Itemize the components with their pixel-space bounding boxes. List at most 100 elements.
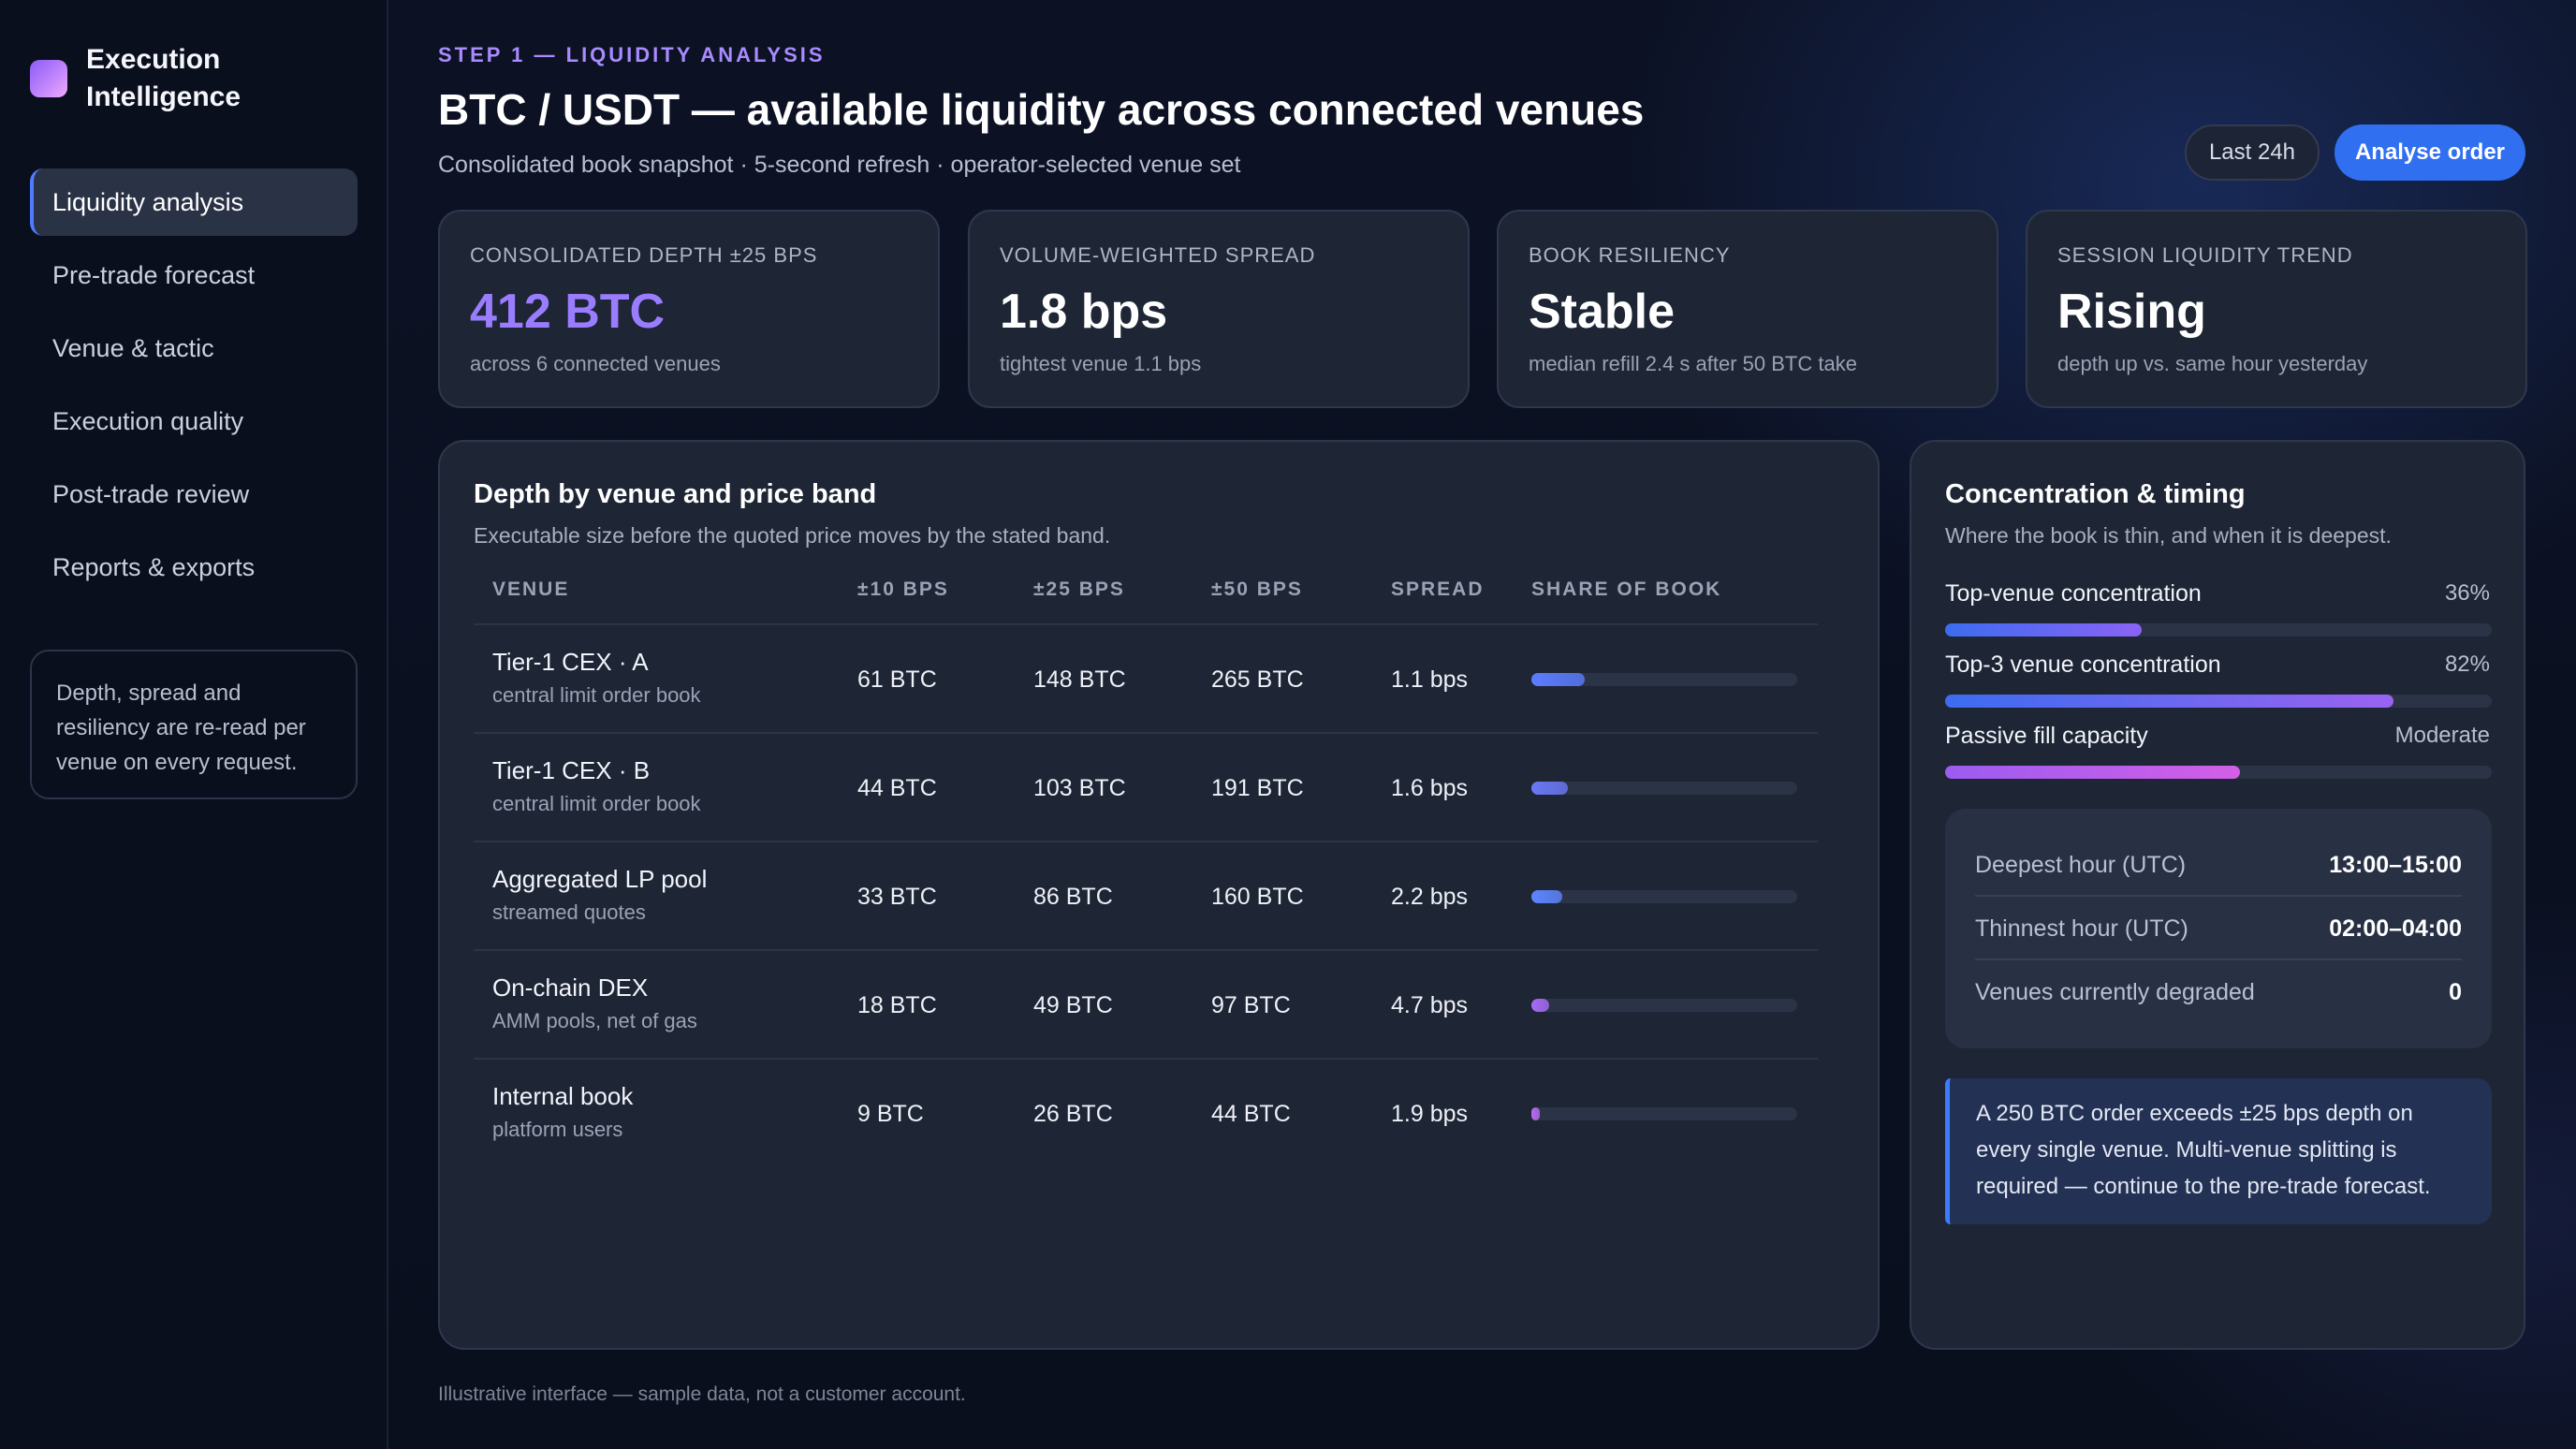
panel-title: Concentration & timing [1945,479,2246,509]
sidebar-item-venue-tactic[interactable]: Venue & tactic [52,334,214,362]
timing-row-degraded: Venues currently degraded 0 [1975,960,2462,1024]
column-header-venue: VENUE [492,578,570,600]
split-recommendation-callout: A 250 BTC order exceeds ±25 bps depth on… [1945,1078,2492,1224]
depth-50bps: 44 BTC [1211,1101,1291,1127]
sidebar-item-execution-quality[interactable]: Execution quality [52,407,244,435]
venue-description: streamed quotes [492,900,646,924]
timing-label: Deepest hour (UTC) [1975,852,2187,878]
panel-title: Depth by venue and price band [474,479,877,509]
depth-25bps: 148 BTC [1033,666,1126,693]
kpi-value: 412 BTC [470,285,666,339]
spread: 2.2 bps [1391,884,1469,910]
kpi-card-trend: SESSION LIQUIDITY TREND Rising depth up … [2026,210,2527,408]
kpi-card-depth: CONSOLIDATED DEPTH ±25 BPS 412 BTC acros… [438,210,940,408]
brand-logo-icon [30,60,67,97]
top3-concentration-fill [1945,695,2393,708]
sidebar-item-liquidity-analysis[interactable]: Liquidity analysis [30,168,358,236]
timing-summary: Deepest hour (UTC) 13:00–15:00 Thinnest … [1945,809,2492,1048]
kpi-label: BOOK RESILIENCY [1529,243,1731,267]
passive-fill-capacity-bar [1945,766,2492,779]
table-row[interactable]: On-chain DEX AMM pools, net of gas 18 BT… [474,951,1818,1060]
sidebar-nav: Liquidity analysis Pre-trade forecast Ve… [30,168,358,607]
depth-25bps: 49 BTC [1033,992,1113,1018]
depth-50bps: 265 BTC [1211,666,1304,693]
timing-value: 0 [2449,979,2462,1005]
passive-fill-capacity-value: Moderate [2394,723,2490,748]
top-venue-concentration-bar [1945,623,2492,637]
depth-table: VENUE ±10 BPS ±25 BPS ±50 BPS SPREAD SHA… [474,565,1818,1168]
depth-10bps: 44 BTC [857,775,937,801]
column-header-spread: SPREAD [1391,578,1485,600]
table-row[interactable]: Tier-1 CEX · A central limit order book … [474,625,1818,734]
panel-subtitle: Executable size before the quoted price … [474,523,1111,548]
venue-name: Aggregated LP pool [492,865,708,893]
spread: 1.9 bps [1391,1101,1469,1127]
page-title: BTC / USDT — available liquidity across … [438,85,1645,134]
timing-value: 13:00–15:00 [2329,852,2462,878]
kpi-sub: across 6 connected venues [470,352,721,375]
depth-by-venue-panel: Depth by venue and price band Executable… [438,440,1880,1350]
kpi-card-spread: VOLUME-WEIGHTED SPREAD 1.8 bps tightest … [968,210,1470,408]
timing-row-thinnest: Thinnest hour (UTC) 02:00–04:00 [1975,897,2462,960]
analyse-order-button[interactable]: Analyse order [2334,124,2525,181]
panel-subtitle: Where the book is thin, and when it is d… [1945,523,2392,548]
passive-fill-capacity-fill [1945,766,2241,779]
share-of-book-bar [1531,1107,1797,1120]
venue-description: AMM pools, net of gas [492,1009,697,1032]
venue-name: Tier-1 CEX · A [492,648,649,676]
brand: Execution Intelligence [30,41,264,116]
kpi-sub: tightest venue 1.1 bps [1000,352,1202,375]
venue-name: Internal book [492,1082,634,1110]
kpi-label: CONSOLIDATED DEPTH ±25 BPS [470,243,818,267]
timing-row-deepest: Deepest hour (UTC) 13:00–15:00 [1975,833,2462,897]
kpi-sub: median refill 2.4 s after 50 BTC take [1529,352,1857,375]
column-header-25bps: ±25 BPS [1033,578,1125,600]
passive-fill-capacity-label: Passive fill capacity [1945,723,2148,749]
venue-name: Tier-1 CEX · B [492,756,651,784]
kpi-card-resiliency: BOOK RESILIENCY Stable median refill 2.4… [1497,210,1998,408]
depth-25bps: 86 BTC [1033,884,1113,910]
time-range-button[interactable]: Last 24h [2185,124,2320,181]
depth-50bps: 191 BTC [1211,775,1304,801]
depth-10bps: 61 BTC [857,666,937,693]
table-row[interactable]: Internal book platform users 9 BTC 26 BT… [474,1060,1818,1168]
sidebar-item-post-trade-review[interactable]: Post-trade review [52,480,250,508]
kpi-value: Stable [1529,285,1676,339]
concentration-timing-panel: Concentration & timing Where the book is… [1910,440,2525,1350]
sidebar-item-pre-trade-forecast[interactable]: Pre-trade forecast [52,261,256,289]
share-of-book-fill [1531,782,1569,795]
kpi-label: VOLUME-WEIGHTED SPREAD [1000,243,1316,267]
depth-10bps: 33 BTC [857,884,937,910]
depth-25bps: 26 BTC [1033,1101,1113,1127]
column-header-50bps: ±50 BPS [1211,578,1303,600]
depth-50bps: 160 BTC [1211,884,1304,910]
footer-disclaimer: Illustrative interface — sample data, no… [438,1383,966,1405]
share-of-book-fill [1531,1107,1541,1120]
depth-10bps: 9 BTC [857,1101,924,1127]
table-row[interactable]: Tier-1 CEX · B central limit order book … [474,734,1818,842]
share-of-book-fill [1531,999,1549,1012]
table-row[interactable]: Aggregated LP pool streamed quotes 33 BT… [474,842,1818,951]
top3-concentration-bar [1945,695,2492,708]
column-header-share: SHARE OF BOOK [1531,578,1722,600]
sidebar-item-reports-exports[interactable]: Reports & exports [52,553,256,581]
spread: 4.7 bps [1391,992,1469,1018]
kpi-value: 1.8 bps [1000,285,1168,339]
share-of-book-fill [1531,673,1585,686]
page-subtitle: Consolidated book snapshot · 5-second re… [438,152,1241,178]
top-venue-concentration-label: Top-venue concentration [1945,580,2202,607]
depth-25bps: 103 BTC [1033,775,1126,801]
share-of-book-bar [1531,890,1797,903]
kpi-sub: depth up vs. same hour yesterday [2057,352,2368,375]
share-of-book-bar [1531,782,1797,795]
top-venue-concentration-value: 36% [2444,580,2490,606]
share-of-book-bar [1531,673,1797,686]
venue-name: On-chain DEX [492,973,649,1002]
brand-name: Execution Intelligence [86,44,242,112]
spread: 1.6 bps [1391,775,1469,801]
top-venue-concentration-fill [1945,623,2143,637]
sidebar: Execution Intelligence Liquidity analysi… [0,0,388,1449]
spread: 1.1 bps [1391,666,1469,693]
venue-description: central limit order book [492,792,701,815]
top3-concentration-value: 82% [2444,651,2490,677]
